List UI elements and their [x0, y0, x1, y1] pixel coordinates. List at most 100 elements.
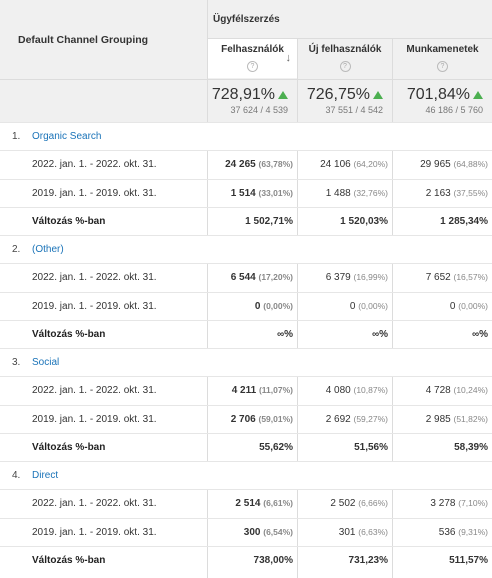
- metric-value: 301: [338, 526, 356, 538]
- metric-share: (9,31%): [458, 526, 488, 537]
- metric-cell: 1 488 (32,76%): [326, 188, 388, 199]
- metric-cell: 4 080 (10,87%): [326, 385, 388, 396]
- change-label: Változás %-ban: [32, 554, 106, 566]
- metric-value: 24 265: [225, 159, 256, 171]
- metric-value: 300: [243, 526, 261, 538]
- metric-value: 536: [438, 526, 456, 538]
- dimension-header[interactable]: Default Channel Grouping: [18, 34, 149, 46]
- row-number: 2.: [12, 244, 21, 255]
- total-ratio: 37 624 / 4 539: [230, 105, 288, 115]
- metric-share: (10,24%): [453, 385, 489, 396]
- change-value: 1 502,71%: [245, 215, 293, 227]
- metric-share: (10,87%): [353, 385, 389, 396]
- change-value: 58,39%: [454, 441, 488, 453]
- column-header-sessions[interactable]: Munkamenetek ?: [393, 38, 492, 78]
- change-label: Változás %-ban: [32, 328, 106, 340]
- metric-share: (11,07%): [258, 385, 293, 396]
- period-label: 2022. jan. 1. - 2022. okt. 31.: [32, 272, 157, 284]
- period-row: 2019. jan. 1. - 2019. okt. 31. 1 514 (33,…: [0, 178, 492, 208]
- metric-cell: 4 211 (11,07%): [232, 385, 293, 396]
- total-sessions: 701,84% 46 186 / 5 760: [393, 80, 492, 122]
- help-icon[interactable]: ?: [339, 61, 351, 72]
- metric-cell: 0 (0,00%): [255, 301, 293, 312]
- metric-value: 0: [254, 300, 261, 312]
- metric-cell: 1 514 (33,01%): [231, 188, 293, 199]
- metric-group-header: Ügyfélszerzés: [213, 14, 280, 25]
- period-label: 2022. jan. 1. - 2022. okt. 31.: [32, 159, 157, 171]
- metric-value: 2 985: [425, 413, 451, 425]
- change-value: 1 520,03%: [340, 215, 388, 227]
- column-label: Új felhasználók: [308, 44, 382, 55]
- metric-cell: 2 692 (59,27%): [326, 414, 388, 425]
- metric-cell: 2 163 (37,55%): [426, 188, 488, 199]
- metric-share: (6,54%): [263, 526, 293, 537]
- metric-share: (37,55%): [453, 187, 489, 198]
- metric-value: 1 514: [230, 187, 256, 199]
- change-value: 738,00%: [253, 554, 293, 566]
- divider: [0, 79, 492, 80]
- period-label: 2022. jan. 1. - 2022. okt. 31.: [32, 385, 157, 397]
- column-header-new-users[interactable]: Új felhasználók ?: [298, 38, 392, 78]
- metric-value: 1 488: [325, 187, 351, 199]
- metric-cell: 2 514 (6,61%): [235, 498, 293, 509]
- change-row: Változás %-ban ∞% ∞% ∞%: [0, 319, 492, 349]
- period-row: 2019. jan. 1. - 2019. okt. 31. 2 706 (59,…: [0, 404, 492, 434]
- metric-cell: 29 965 (64,88%): [420, 159, 488, 170]
- period-label: 2019. jan. 1. - 2019. okt. 31.: [32, 187, 157, 199]
- period-row: 2022. jan. 1. - 2022. okt. 31. 6 544 (17,…: [0, 263, 492, 292]
- change-value: 1 285,34%: [440, 215, 488, 227]
- period-label: 2019. jan. 1. - 2019. okt. 31.: [32, 526, 157, 538]
- column-label: Munkamenetek: [406, 44, 479, 55]
- change-value: ∞%: [276, 328, 293, 340]
- metric-cell: 300 (6,54%): [244, 527, 293, 538]
- total-pct: 726,75%: [306, 86, 370, 103]
- period-row: 2022. jan. 1. - 2022. okt. 31. 4 211 (11,…: [0, 376, 492, 405]
- divider: [392, 38, 393, 578]
- change-value: 511,57%: [449, 554, 488, 566]
- channel-link[interactable]: Organic Search: [32, 131, 102, 142]
- help-icon[interactable]: ?: [437, 61, 448, 72]
- total-new-users: 726,75% 37 551 / 4 542: [298, 80, 392, 122]
- channel-row: 4. Direct: [0, 461, 492, 490]
- metric-cell: 2 502 (6,66%): [330, 498, 388, 509]
- metric-share: (7,10%): [458, 498, 488, 509]
- total-ratio: 46 186 / 5 760: [425, 105, 483, 115]
- metric-share: (0,00%): [458, 300, 488, 311]
- period-row: 2022. jan. 1. - 2022. okt. 31. 24 265 (63…: [0, 150, 492, 179]
- divider: [297, 38, 298, 578]
- sort-down-icon[interactable]: ↓: [285, 52, 292, 64]
- change-label: Változás %-ban: [32, 441, 106, 453]
- arrow-up-icon: [373, 91, 383, 99]
- metric-value: 0: [349, 300, 356, 312]
- divider: [208, 38, 492, 39]
- metric-share: (16,99%): [353, 272, 389, 283]
- metric-share: (6,61%): [263, 498, 293, 509]
- metric-cell: 301 (6,63%): [339, 527, 388, 538]
- column-header-users[interactable]: Felhasználók ? ↓: [208, 38, 297, 78]
- metric-value: 2 706: [230, 413, 256, 425]
- row-number: 1.: [12, 131, 21, 142]
- metric-value: 4 728: [425, 385, 451, 397]
- change-value: 55,62%: [259, 441, 293, 453]
- metric-value: 2 692: [325, 413, 351, 425]
- channel-link[interactable]: (Other): [32, 244, 64, 255]
- metric-cell: 6 544 (17,20%): [231, 272, 293, 283]
- total-ratio: 37 551 / 4 542: [325, 105, 383, 115]
- arrow-up-icon: [473, 91, 483, 99]
- metric-value: 0: [449, 300, 456, 312]
- metric-value: 3 278: [430, 498, 456, 510]
- column-label: Felhasználók: [221, 44, 284, 55]
- row-number: 3.: [12, 357, 21, 368]
- metric-share: (16,57%): [453, 272, 489, 283]
- metric-share: (64,88%): [453, 159, 489, 170]
- period-row: 2019. jan. 1. - 2019. okt. 31. 300 (6,54%…: [0, 517, 492, 547]
- metric-share: (64,20%): [353, 159, 389, 170]
- metric-cell: 7 652 (16,57%): [426, 272, 488, 283]
- channel-link[interactable]: Social: [32, 357, 60, 368]
- divider: [207, 0, 208, 578]
- channel-link[interactable]: Direct: [32, 470, 59, 481]
- help-icon[interactable]: ?: [247, 61, 258, 72]
- metric-share: (32,76%): [353, 187, 389, 198]
- period-label: 2019. jan. 1. - 2019. okt. 31.: [32, 413, 157, 425]
